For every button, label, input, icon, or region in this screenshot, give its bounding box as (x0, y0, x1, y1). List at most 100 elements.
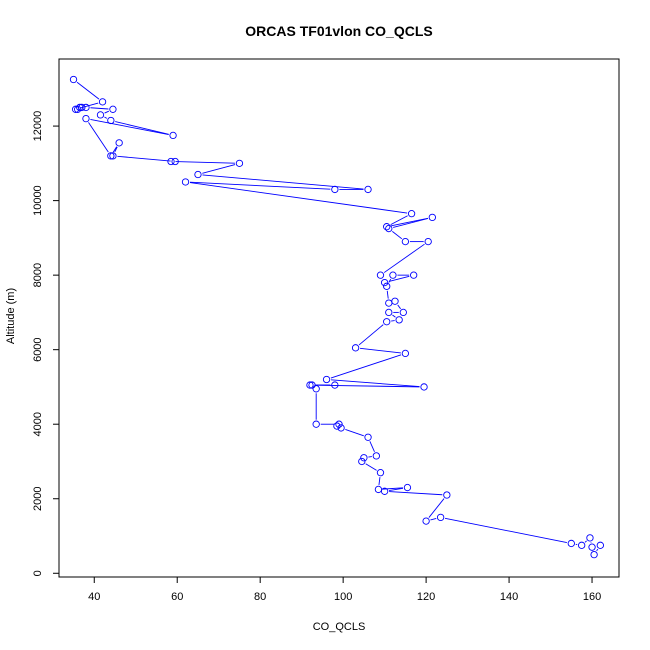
series-line-segment (391, 320, 395, 322)
x-tick-label: 120 (417, 591, 435, 603)
data-point (364, 185, 372, 194)
series-line-segment (345, 428, 364, 437)
x-tick-label: 160 (583, 591, 601, 603)
series-line-segment (392, 230, 403, 240)
data-point (420, 383, 428, 391)
data-point (567, 539, 575, 548)
data-point (107, 116, 115, 125)
series-line-segment (388, 275, 410, 282)
y-tick-label: 4000 (32, 412, 44, 436)
data-point (169, 131, 177, 140)
series-line-segment (330, 354, 402, 379)
series-line-segment (88, 122, 109, 153)
data-point (422, 517, 430, 525)
data-point (171, 157, 179, 166)
series-lines (76, 81, 599, 552)
axes: 40 60 80 100 120 140 160 0 2000 4000 6000 8000 10000… (32, 58, 620, 603)
data-point (96, 111, 105, 119)
series-line-segment (386, 290, 389, 299)
data-point (586, 534, 594, 542)
data-point (364, 433, 372, 441)
data-point (383, 318, 391, 326)
data-point (380, 487, 389, 495)
x-axis-label: CO_QCLS (313, 621, 366, 633)
data-point (331, 381, 339, 389)
series-line-segment (104, 116, 108, 119)
data-point (410, 271, 418, 279)
series-line-segment (189, 182, 408, 214)
data-point (181, 178, 190, 186)
series-line-segment (360, 347, 401, 354)
data-point (395, 316, 403, 324)
data-point (74, 105, 82, 113)
series-line-segment (202, 164, 236, 174)
data-point (374, 485, 383, 494)
data-point (335, 420, 343, 428)
data-point (401, 237, 410, 246)
y-tick-label: 0 (32, 570, 44, 576)
data-point (358, 457, 366, 466)
series-line-segment (368, 456, 372, 458)
series-line-segment (365, 463, 377, 471)
data-point (399, 308, 407, 317)
series-line-segment (369, 441, 375, 452)
y-tick-label: 12000 (32, 111, 44, 142)
y-axis-label: Altitude (m) (5, 288, 17, 344)
series-line-segment (117, 155, 171, 162)
data-point (322, 375, 331, 384)
data-point (376, 469, 385, 477)
series-line-segment (382, 487, 403, 490)
series-points (69, 75, 604, 559)
data-point (389, 271, 397, 279)
series-line-segment (388, 487, 404, 492)
data-point (360, 454, 368, 462)
series-line-segment (389, 491, 443, 496)
data-point (312, 420, 320, 428)
data-point (385, 224, 393, 233)
series-line-segment (112, 146, 118, 153)
data-point (308, 381, 316, 389)
series-line-segment (596, 548, 599, 552)
data-point (443, 491, 451, 499)
data-point (78, 103, 86, 112)
series-line-segment (428, 498, 445, 518)
x-tick-label: 140 (500, 591, 518, 603)
series-line-segment (444, 517, 567, 544)
series-line-segment (114, 146, 118, 153)
data-point (380, 278, 389, 287)
data-point (383, 223, 391, 231)
data-point (391, 297, 399, 305)
data-point (312, 385, 320, 393)
chart-title: ORCAS TF01vlon CO_QCLS (245, 23, 432, 39)
series-line-segment (76, 81, 100, 100)
series-line-segment (175, 161, 235, 164)
data-point (82, 114, 90, 123)
x-tick-label: 40 (88, 591, 100, 603)
data-point (235, 159, 244, 167)
data-point (306, 381, 314, 389)
series-line-segment (90, 107, 109, 110)
data-point (337, 424, 345, 432)
data-point (590, 550, 598, 559)
series-line-segment (383, 243, 425, 273)
series-line-segment (392, 314, 396, 318)
data-point (383, 282, 391, 290)
series-line-segment (388, 278, 392, 283)
series-line-segment (391, 217, 429, 227)
data-point (167, 157, 175, 166)
y-tick-label: 2000 (32, 486, 44, 510)
data-point (98, 98, 107, 106)
series-line-segment (393, 218, 429, 228)
data-point (578, 541, 586, 549)
x-tick-label: 100 (334, 591, 352, 603)
plot-frame (58, 58, 620, 578)
data-point (333, 422, 341, 430)
data-point (424, 237, 432, 246)
series-line-segment (104, 110, 110, 114)
series-line-segment (430, 518, 437, 521)
series-line-segment (90, 119, 169, 135)
data-point (194, 170, 202, 179)
data-point (109, 152, 117, 160)
x-tick-label: 60 (171, 591, 183, 603)
